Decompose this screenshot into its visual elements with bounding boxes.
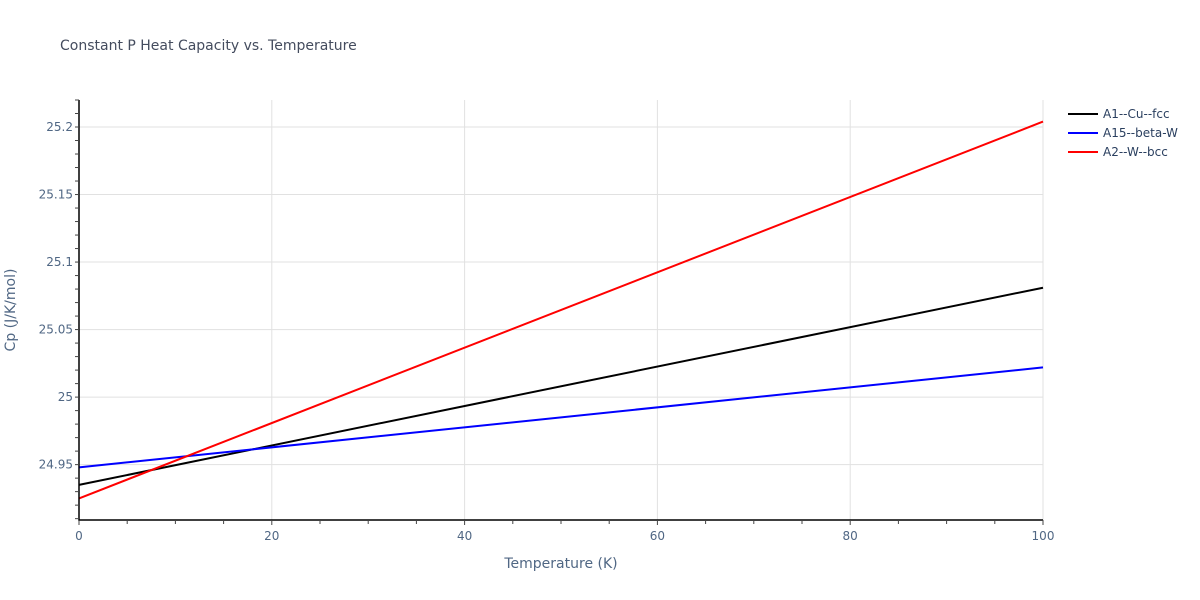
grid-lines xyxy=(79,100,1044,520)
legend-item-label: A1--Cu--fcc xyxy=(1103,107,1170,121)
y-tick-label: 25.05 xyxy=(39,323,73,337)
x-tick-label: 40 xyxy=(457,529,472,543)
series-line xyxy=(78,286,1044,486)
plot-series xyxy=(78,120,1044,500)
chart-title: Constant P Heat Capacity vs. Temperature xyxy=(60,38,357,54)
legend-item-label: A2--W--bcc xyxy=(1103,145,1168,159)
x-tick-label: 100 xyxy=(1032,529,1055,543)
legend: A1--Cu--fcc A15--beta-W A2--W--bcc xyxy=(1068,107,1178,159)
x-tick-label: 20 xyxy=(264,529,279,543)
axes: 0 20 40 60 80 100 24.95 25 25.05 25.1 25.15 25.2 xyxy=(39,99,1055,543)
x-tick-label: 0 xyxy=(75,529,83,543)
y-tick-label: 24.95 xyxy=(39,458,73,472)
y-axis-label: Cp (J/K/mol) xyxy=(3,269,19,352)
series-line xyxy=(78,366,1044,469)
series-line xyxy=(78,120,1044,500)
x-tick-label: 80 xyxy=(843,529,858,543)
x-axis-label: Temperature (K) xyxy=(503,556,617,572)
y-tick-label: 25.2 xyxy=(46,120,73,134)
y-tick-label: 25.1 xyxy=(46,255,73,269)
legend-item-label: A15--beta-W xyxy=(1103,126,1178,140)
y-tick-label: 25 xyxy=(58,390,73,404)
y-tick-label: 25.15 xyxy=(39,188,73,202)
x-tick-label: 60 xyxy=(650,529,665,543)
